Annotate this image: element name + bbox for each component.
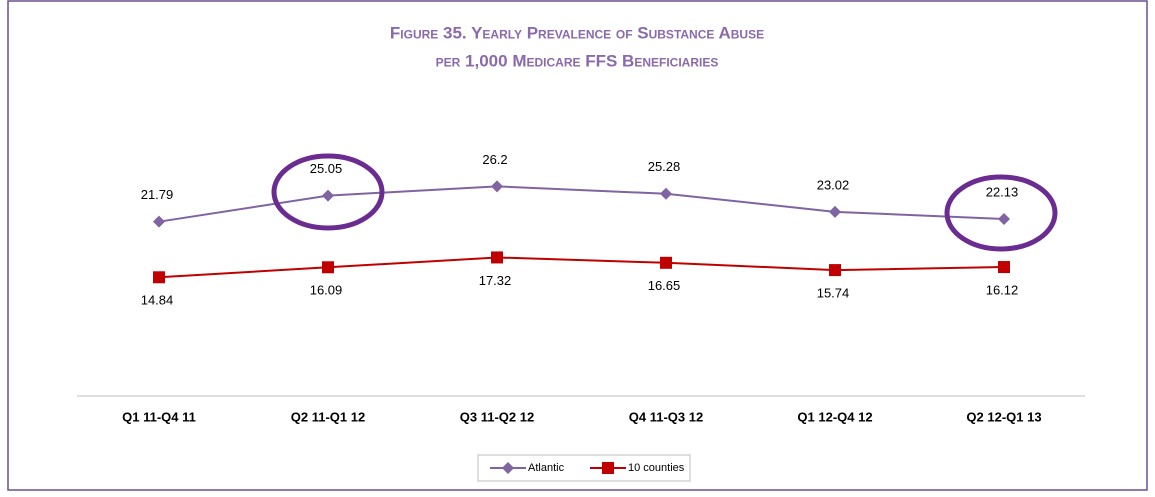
x-tick-label: Q3 11-Q2 12 xyxy=(460,409,534,424)
point xyxy=(829,205,841,218)
legend-marker xyxy=(502,462,514,474)
data-label: 25.05 xyxy=(310,161,343,176)
point xyxy=(322,261,334,274)
legend-box xyxy=(477,454,691,482)
legend-marker xyxy=(602,462,614,474)
x-tick-label: Q2 11-Q1 12 xyxy=(291,409,365,424)
data-label: 17.32 xyxy=(479,273,512,288)
chart-title: per 1,000 Medicare FFS Beneficiaries xyxy=(436,51,719,70)
point xyxy=(153,215,165,228)
series-line xyxy=(158,256,1005,279)
x-tick-label: Q2 12-Q1 13 xyxy=(966,409,1041,424)
chart-title: Figure 35. Yearly Prevalence of Substanc… xyxy=(390,23,764,42)
data-label: 23.02 xyxy=(817,177,850,192)
legend-label: 10 counties xyxy=(628,462,685,474)
data-label: 15.74 xyxy=(817,286,850,301)
point xyxy=(660,256,672,269)
point xyxy=(829,264,841,277)
data-label: 16.65 xyxy=(648,278,681,293)
point xyxy=(491,180,503,193)
point xyxy=(322,189,334,202)
x-tick-label: Q4 11-Q3 12 xyxy=(629,409,703,424)
x-tick-label: Q1 12-Q4 12 xyxy=(797,409,872,424)
point xyxy=(153,271,165,284)
highlight-circle xyxy=(271,153,385,231)
data-label: 21.79 xyxy=(141,187,174,202)
frame xyxy=(7,0,1148,491)
data-label: 26.2 xyxy=(482,152,507,167)
plot: Q1 11-Q4 11 Q2 11-Q1 12 Q3 11-Q2 12 Q4 11-Q… xyxy=(122,152,1042,474)
highlight-circle xyxy=(944,174,1058,252)
data-label: 25.28 xyxy=(648,159,681,174)
data-label: 22.13 xyxy=(986,184,1019,199)
series-line xyxy=(158,185,1005,223)
data-label: 16.12 xyxy=(986,282,1019,297)
point xyxy=(491,251,503,264)
x-tick-label: Q1 11-Q4 11 xyxy=(122,409,196,424)
data-label: 16.09 xyxy=(310,283,343,298)
legend-label: Atlantic xyxy=(528,462,565,474)
point xyxy=(998,212,1010,225)
point xyxy=(660,187,672,200)
point xyxy=(998,261,1010,274)
data-label: 14.84 xyxy=(141,293,174,308)
